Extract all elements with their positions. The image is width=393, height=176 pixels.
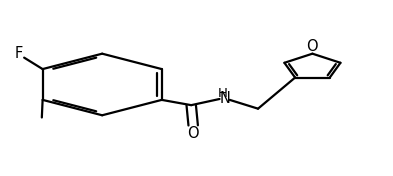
Text: O: O bbox=[307, 39, 318, 54]
Text: F: F bbox=[15, 46, 23, 61]
Text: O: O bbox=[187, 126, 199, 141]
Text: H: H bbox=[218, 87, 228, 100]
Text: N: N bbox=[219, 91, 230, 106]
